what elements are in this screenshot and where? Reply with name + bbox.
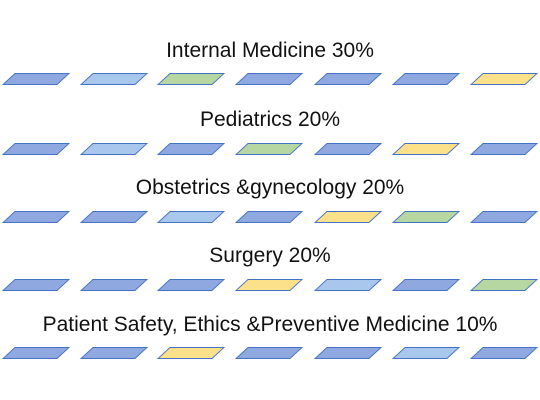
parallelogram-tile-blue	[79, 347, 149, 359]
parallelogram-tile-blue	[391, 279, 461, 291]
parallelogram-tile-yellow	[391, 143, 461, 155]
parallelogram-tile-blue	[156, 143, 226, 155]
parallelogram-tile-yellow	[313, 211, 383, 223]
parallelogram-tile-blue	[469, 211, 539, 223]
parallelogram-tile-blue	[313, 347, 383, 359]
tile-row	[0, 211, 540, 223]
tile-strip	[1, 211, 539, 223]
parallelogram-tile-green	[469, 279, 539, 291]
parallelogram-tile-light-blue	[79, 143, 149, 155]
parallelogram-tile-light-blue	[156, 211, 226, 223]
parallelogram-tile-yellow	[234, 279, 304, 291]
parallelogram-tile-green	[391, 211, 461, 223]
parallelogram-tile-blue	[156, 279, 226, 291]
tile-row	[0, 143, 540, 155]
parallelogram-tile-yellow	[469, 73, 539, 85]
parallelogram-tile-blue	[469, 143, 539, 155]
parallelogram-tile-blue	[313, 143, 383, 155]
section-title: Patient Safety, Ethics &Preventive Medic…	[42, 313, 498, 336]
parallelogram-tile-blue	[313, 73, 383, 85]
parallelogram-tile-green	[156, 73, 226, 85]
section-title: Surgery 20%	[209, 244, 331, 267]
tile-strip	[1, 279, 539, 291]
parallelogram-tile-blue	[469, 347, 539, 359]
parallelogram-tile-blue	[234, 211, 304, 223]
tile-row	[0, 347, 540, 359]
tile-row	[0, 73, 540, 85]
tile-row	[0, 279, 540, 291]
parallelogram-tile-blue	[1, 279, 71, 291]
parallelogram-tile-light-blue	[313, 279, 383, 291]
section-title: Obstetrics &gynecology 20%	[135, 176, 405, 199]
parallelogram-tile-green	[234, 143, 304, 155]
tile-strip	[1, 143, 539, 155]
section-title: Pediatrics 20%	[199, 108, 341, 131]
parallelogram-tile-blue	[79, 211, 149, 223]
parallelogram-tile-blue	[1, 211, 71, 223]
tile-strip	[1, 347, 539, 359]
parallelogram-tile-blue	[234, 347, 304, 359]
parallelogram-tile-yellow	[156, 347, 226, 359]
parallelogram-tile-blue	[234, 73, 304, 85]
parallelogram-tile-blue	[391, 73, 461, 85]
parallelogram-tile-blue	[1, 73, 71, 85]
tile-strip	[1, 73, 539, 85]
section-title: Internal Medicine 30%	[166, 39, 374, 62]
parallelogram-tile-blue	[1, 347, 71, 359]
parallelogram-tile-blue	[79, 279, 149, 291]
parallelogram-tile-light-blue	[391, 347, 461, 359]
parallelogram-tile-light-blue	[79, 73, 149, 85]
parallelogram-tile-blue	[1, 143, 71, 155]
